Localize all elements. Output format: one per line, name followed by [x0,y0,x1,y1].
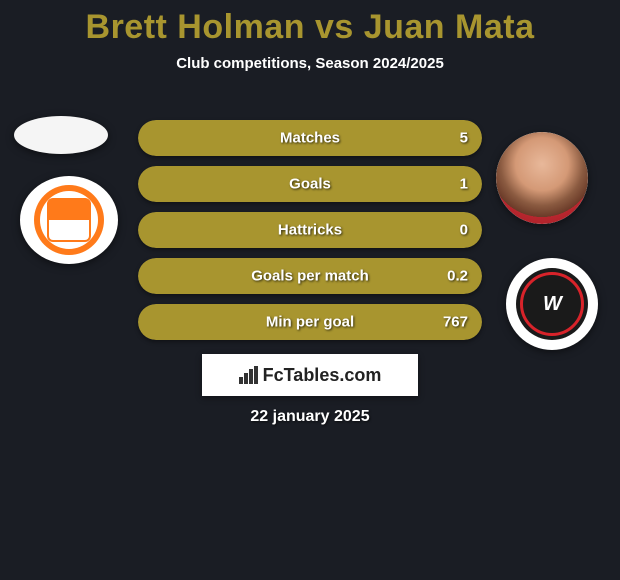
stat-label: Goals [289,176,331,193]
subtitle: Club competitions, Season 2024/2025 [0,55,620,72]
brand-bars-icon [239,366,259,384]
stats-chart: Matches 5 Goals 1 Hattricks 0 Goals per match 0… [138,120,482,350]
player2-name: Juan Mata [364,8,535,46]
stat-value: 0 [460,222,468,239]
stat-row: Goals per match 0.2 [138,258,482,294]
wsw-mark: W [543,293,561,316]
stat-value: 767 [443,314,468,331]
player2-avatar [496,132,588,224]
stat-label: Matches [280,130,340,147]
player2-club-badge: W [506,258,598,350]
stat-label: Hattricks [278,222,342,239]
player1-club-badge [20,176,118,264]
player1-name: Brett Holman [86,8,305,46]
stat-label: Min per goal [266,314,354,331]
stat-row: Min per goal 767 [138,304,482,340]
brand-name: FcTables.com [263,365,382,386]
stat-label: Goals per match [251,268,369,285]
player1-avatar [14,116,108,154]
stat-value: 5 [460,130,468,147]
brisbane-roar-icon [34,185,104,255]
date-label: 22 january 2025 [0,408,620,426]
stat-row: Matches 5 [138,120,482,156]
stat-row: Goals 1 [138,166,482,202]
wsw-icon: W [516,268,588,340]
player2-photo [496,132,588,224]
brand-badge: FcTables.com [202,354,418,396]
stat-value: 0.2 [447,268,468,285]
vs-word: vs [315,8,354,46]
stat-row: Hattricks 0 [138,212,482,248]
stat-value: 1 [460,176,468,193]
page-title: Brett Holman vs Juan Mata [0,0,620,47]
